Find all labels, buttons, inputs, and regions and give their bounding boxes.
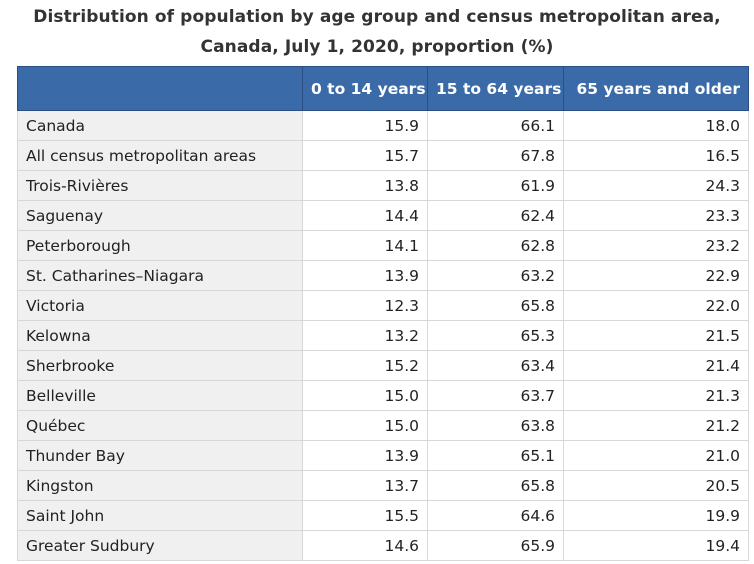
data-cell: 15.0 xyxy=(302,380,428,411)
population-table: 0 to 14 years 15 to 64 years 65 years an… xyxy=(17,66,749,561)
data-cell: 24.3 xyxy=(563,170,749,201)
data-cell: 65.8 xyxy=(427,290,564,321)
row-label: Victoria xyxy=(17,290,303,321)
table-row: Saguenay 14.4 62.4 23.3 xyxy=(17,200,749,231)
data-cell: 22.0 xyxy=(563,290,749,321)
column-header-0-to-14: 0 to 14 years xyxy=(302,66,428,111)
data-cell: 66.1 xyxy=(427,110,564,141)
data-cell: 21.5 xyxy=(563,320,749,351)
table-row: Saint John 15.5 64.6 19.9 xyxy=(17,500,749,531)
data-cell: 62.4 xyxy=(427,200,564,231)
data-cell: 64.6 xyxy=(427,500,564,531)
row-label: Trois-Rivières xyxy=(17,170,303,201)
data-cell: 14.4 xyxy=(302,200,428,231)
table-row: Trois-Rivières 13.8 61.9 24.3 xyxy=(17,170,749,201)
column-header-corner xyxy=(17,66,303,111)
row-label: Kelowna xyxy=(17,320,303,351)
table-row: All census metropolitan areas 15.7 67.8 16.… xyxy=(17,140,749,171)
data-cell: 63.4 xyxy=(427,350,564,381)
data-cell: 63.7 xyxy=(427,380,564,411)
data-cell: 19.4 xyxy=(563,530,749,561)
row-label: Saguenay xyxy=(17,200,303,231)
data-cell: 14.1 xyxy=(302,230,428,261)
table-row: Kelowna 13.2 65.3 21.5 xyxy=(17,320,749,351)
data-cell: 63.2 xyxy=(427,260,564,291)
data-cell: 67.8 xyxy=(427,140,564,171)
data-cell: 13.2 xyxy=(302,320,428,351)
data-cell: 21.0 xyxy=(563,440,749,471)
table-row: Sherbrooke 15.2 63.4 21.4 xyxy=(17,350,749,381)
column-header-15-to-64: 15 to 64 years xyxy=(427,66,564,111)
data-cell: 12.3 xyxy=(302,290,428,321)
table-title: Distribution of population by age group … xyxy=(0,2,754,62)
data-cell: 20.5 xyxy=(563,470,749,501)
table-title-line-1: Distribution of population by age group … xyxy=(33,7,721,27)
data-cell: 61.9 xyxy=(427,170,564,201)
data-cell: 13.9 xyxy=(302,440,428,471)
data-cell: 65.9 xyxy=(427,530,564,561)
table-title-line-2: Canada, July 1, 2020, proportion (%) xyxy=(200,37,554,57)
table-body: Canada 15.9 66.1 18.0 All census metropolita… xyxy=(17,110,749,561)
data-cell: 65.3 xyxy=(427,320,564,351)
row-label: St. Catharines–Niagara xyxy=(17,260,303,291)
row-label: Saint John xyxy=(17,500,303,531)
column-header-65-and-older: 65 years and older xyxy=(563,66,749,111)
data-cell: 13.9 xyxy=(302,260,428,291)
data-cell: 14.6 xyxy=(302,530,428,561)
data-cell: 15.2 xyxy=(302,350,428,381)
data-cell: 15.9 xyxy=(302,110,428,141)
data-cell: 21.3 xyxy=(563,380,749,411)
data-cell: 22.9 xyxy=(563,260,749,291)
row-label: Peterborough xyxy=(17,230,303,261)
data-cell: 13.7 xyxy=(302,470,428,501)
table-row: Thunder Bay 13.9 65.1 21.0 xyxy=(17,440,749,471)
data-cell: 19.9 xyxy=(563,500,749,531)
row-label: Sherbrooke xyxy=(17,350,303,381)
data-cell: 21.4 xyxy=(563,350,749,381)
row-label: Québec xyxy=(17,410,303,441)
table-row: Belleville 15.0 63.7 21.3 xyxy=(17,380,749,411)
data-cell: 65.1 xyxy=(427,440,564,471)
data-cell: 15.5 xyxy=(302,500,428,531)
data-cell: 65.8 xyxy=(427,470,564,501)
data-cell: 13.8 xyxy=(302,170,428,201)
table-row: Kingston 13.7 65.8 20.5 xyxy=(17,470,749,501)
table-row: St. Catharines–Niagara 13.9 63.2 22.9 xyxy=(17,260,749,291)
row-label: All census metropolitan areas xyxy=(17,140,303,171)
table-row: Greater Sudbury 14.6 65.9 19.4 xyxy=(17,530,749,561)
table-row: Canada 15.9 66.1 18.0 xyxy=(17,110,749,141)
data-cell: 15.7 xyxy=(302,140,428,171)
data-cell: 16.5 xyxy=(563,140,749,171)
row-label: Greater Sudbury xyxy=(17,530,303,561)
data-cell: 63.8 xyxy=(427,410,564,441)
row-label: Belleville xyxy=(17,380,303,411)
data-cell: 23.3 xyxy=(563,200,749,231)
table-row: Peterborough 14.1 62.8 23.2 xyxy=(17,230,749,261)
row-label: Kingston xyxy=(17,470,303,501)
data-cell: 62.8 xyxy=(427,230,564,261)
row-label: Thunder Bay xyxy=(17,440,303,471)
table-row: Victoria 12.3 65.8 22.0 xyxy=(17,290,749,321)
header-row: 0 to 14 years 15 to 64 years 65 years an… xyxy=(17,66,749,111)
data-cell: 21.2 xyxy=(563,410,749,441)
data-cell: 23.2 xyxy=(563,230,749,261)
data-cell: 18.0 xyxy=(563,110,749,141)
table-row: Québec 15.0 63.8 21.2 xyxy=(17,410,749,441)
row-label: Canada xyxy=(17,110,303,141)
data-cell: 15.0 xyxy=(302,410,428,441)
